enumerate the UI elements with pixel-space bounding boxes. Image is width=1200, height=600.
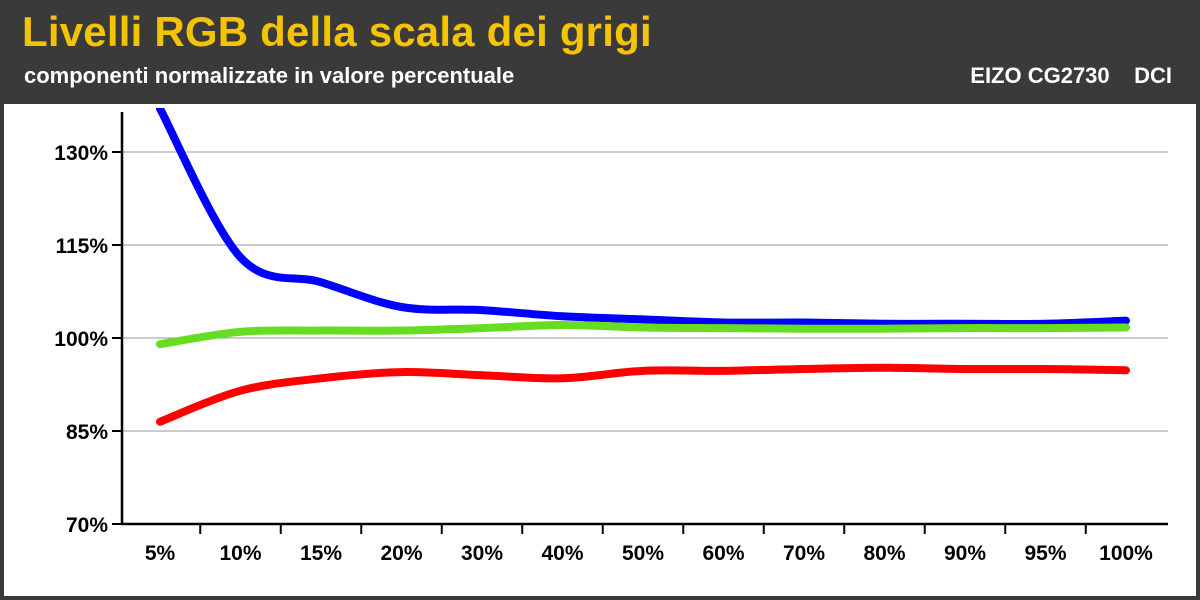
y-tick-label: 100% (54, 328, 108, 351)
series-line-1 (156, 108, 1130, 328)
line-chart: 70% 85% 100% 115% 130% 5% 10% 15% 20% 30% 40% 50% 60… (54, 108, 1168, 565)
x-tick-label: 60% (702, 542, 744, 565)
axis-layer: 70% 85% 100% 115% 130% 5% 10% 15% 20% 30% 40% 50% 60… (54, 112, 1168, 565)
x-tick-label: 95% (1024, 542, 1066, 565)
chart-title: Livelli RGB della scala dei grigi (22, 8, 652, 55)
series-line-2 (156, 320, 1130, 349)
series-layer (156, 108, 1130, 426)
x-tick-label: 50% (622, 542, 664, 565)
device-label: EIZO CG2730 DCI (970, 63, 1172, 88)
grid-layer (122, 151, 1168, 432)
x-tick-label: 5% (145, 542, 176, 565)
x-tick-label: 30% (461, 542, 503, 565)
x-tick-label: 10% (219, 542, 261, 565)
plot-panel: 70% 85% 100% 115% 130% 5% 10% 15% 20% 30% 40% 50% 60… (4, 104, 1196, 596)
x-tick-label: 40% (541, 542, 583, 565)
chart-subtitle: componenti normalizzate in valore percen… (24, 63, 515, 88)
x-tick-label: 80% (863, 542, 905, 565)
y-tick-label: 115% (55, 235, 108, 258)
y-tick-label: 85% (66, 421, 108, 444)
x-tick-label: 20% (380, 542, 422, 565)
x-tick-label: 15% (300, 542, 342, 565)
y-tick-label: 130% (54, 142, 108, 165)
y-tick-label: 70% (66, 514, 108, 537)
x-tick-label: 90% (944, 542, 986, 565)
series-line-3 (156, 363, 1130, 426)
x-tick-label: 70% (783, 542, 825, 565)
x-tick-label: 100% (1099, 542, 1153, 565)
chart-header: Livelli RGB della scala dei grigi compon… (0, 0, 1200, 104)
